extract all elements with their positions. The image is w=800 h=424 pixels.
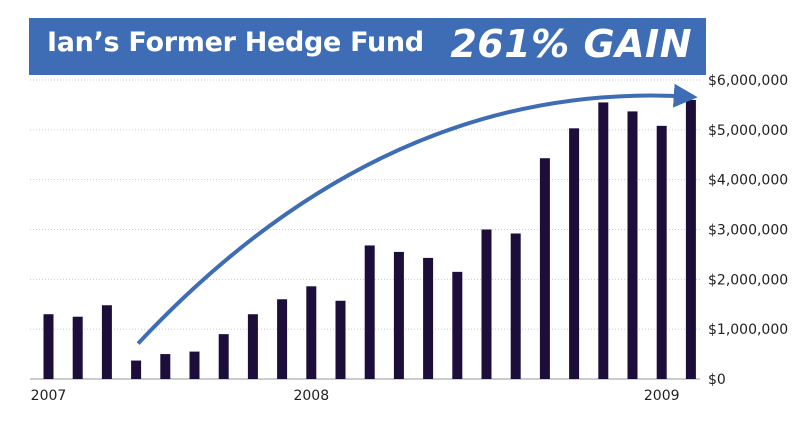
bar — [685, 99, 696, 379]
bar — [247, 314, 258, 379]
gain-label: 261% GAIN — [450, 22, 692, 66]
y-tick-label: $5,000,000 — [708, 123, 788, 139]
y-tick-label: $1,000,000 — [708, 322, 788, 338]
bar — [656, 125, 667, 379]
bar — [189, 351, 200, 379]
bar — [160, 354, 171, 379]
chart-title: Ian’s Former Hedge Fund — [47, 27, 424, 58]
bar — [423, 257, 434, 379]
bar — [306, 286, 317, 379]
grid — [30, 79, 700, 380]
bar — [627, 111, 638, 380]
x-tick-label: 2009 — [644, 388, 680, 404]
bar — [72, 316, 83, 379]
bar — [393, 251, 404, 379]
bar — [569, 128, 580, 379]
title-banner: Ian’s Former Hedge Fund 261% GAIN — [29, 18, 706, 75]
y-tick-label: $6,000,000 — [708, 73, 788, 89]
axis-ticks: $0 $1,000,000 $2,000,000 $3,000,000 $4,000,0… — [31, 73, 788, 404]
bar — [218, 334, 229, 379]
bar — [335, 300, 346, 379]
y-tick-label: $0 — [708, 372, 726, 388]
bar — [101, 305, 112, 379]
bars — [43, 99, 696, 380]
x-tick-label: 2007 — [31, 388, 67, 404]
bar — [277, 299, 288, 379]
bar — [131, 360, 142, 379]
bar — [598, 102, 609, 380]
y-tick-label: $3,000,000 — [708, 223, 788, 239]
trend-arrow — [136, 83, 698, 345]
bar — [43, 314, 54, 379]
bar — [364, 245, 375, 379]
y-tick-label: $2,000,000 — [708, 272, 788, 288]
y-tick-label: $4,000,000 — [708, 173, 788, 189]
bar — [510, 233, 521, 379]
x-tick-label: 2008 — [293, 388, 329, 404]
bar — [539, 158, 550, 379]
bar — [481, 229, 492, 379]
bar — [452, 271, 463, 379]
